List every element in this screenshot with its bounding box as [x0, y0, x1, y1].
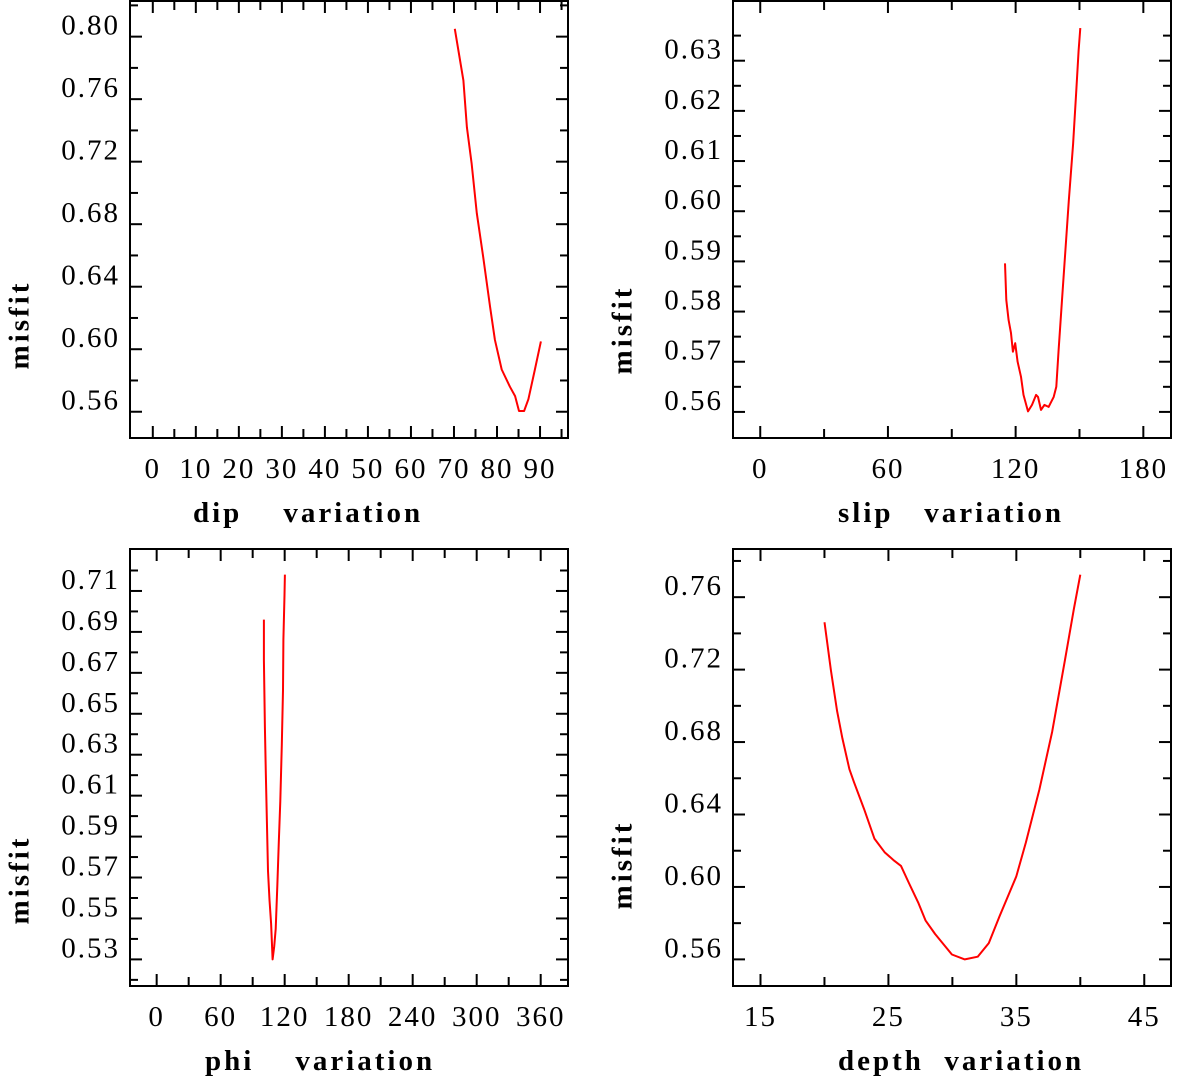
x-axis-title: dip variation: [193, 497, 423, 529]
misfit-curve: [453, 28, 542, 412]
x-tick-label: 45: [1128, 1001, 1161, 1033]
panel-slip: 0 60 120 180 0.56 0.57 0.58 0.59 0.60 0.61 0.62 0.6…: [607, 0, 1172, 529]
panel-phi: 0 60 120 180 240 300 360 0.53 0.55 0.57 0.59 0.61 0.…: [4, 548, 569, 1076]
x-tick-label: 300: [452, 1001, 502, 1033]
panel-dip: 0 10 20 30 40 50 60 70 80 90 0.56 0.60 0.64 0.68 0.72 0…: [4, 0, 569, 529]
y-tick-label: 0.68: [664, 715, 723, 747]
y-tick-label: 0.59: [61, 810, 120, 842]
plot-frame: [129, 0, 569, 439]
x-tick-label: 40: [308, 453, 341, 485]
y-tick-label: 0.56: [664, 385, 723, 417]
x-tick-label: 0: [752, 453, 769, 485]
y-tick-label: 0.60: [664, 184, 723, 216]
x-tick-label: 25: [872, 1001, 905, 1033]
x-tick-label: 240: [388, 1001, 438, 1033]
y-tick-label: 0.59: [664, 234, 723, 266]
y-tick-label: 0.57: [664, 335, 723, 367]
y-tick-label: 0.63: [61, 728, 120, 760]
y-tick-label: 0.64: [61, 260, 120, 292]
y-axis-title: misfit: [4, 836, 36, 925]
x-tick-label: 90: [524, 453, 557, 485]
plot-frame: [129, 548, 569, 987]
x-tick-label: 180: [324, 1001, 374, 1033]
x-tick-label: 120: [260, 1001, 310, 1033]
x-tick-label: 70: [437, 453, 470, 485]
plot-frame: [732, 0, 1172, 439]
x-tick-label: 60: [871, 453, 904, 485]
y-tick-label: 0.56: [664, 932, 723, 964]
x-tick-label: 15: [744, 1001, 777, 1033]
x-tick-label: 180: [1119, 453, 1169, 485]
plot-frame: [732, 548, 1172, 987]
x-tick-label: 60: [394, 453, 427, 485]
y-tick-label: 0.65: [61, 687, 120, 719]
x-tick-label: 360: [516, 1001, 566, 1033]
y-tick-label: 0.60: [61, 322, 120, 354]
x-tick-label: 10: [179, 453, 212, 485]
y-tick-label: 0.61: [664, 134, 723, 166]
x-tick-label: 20: [222, 453, 255, 485]
x-axis-title: slip variation: [838, 497, 1064, 529]
y-tick-label: 0.69: [61, 605, 120, 637]
misfit-curve: [1004, 28, 1082, 413]
x-tick-label: 120: [991, 453, 1041, 485]
y-axis-title: misfit: [4, 281, 36, 370]
misfit-curve: [823, 574, 1082, 961]
x-tick-label: 80: [481, 453, 514, 485]
panel-depth: 15 25 35 45 0.56 0.60 0.64 0.68 0.72 0.76 depth va…: [607, 548, 1172, 1076]
x-axis-title: phi variation: [205, 1045, 435, 1076]
x-tick-label: 30: [265, 453, 298, 485]
y-tick-label: 0.80: [61, 10, 120, 42]
y-tick-label: 0.68: [61, 197, 120, 229]
x-tick-label: 35: [1000, 1001, 1033, 1033]
y-axis-title: misfit: [607, 286, 639, 375]
x-tick-label: 0: [148, 1001, 165, 1033]
y-tick-label: 0.61: [61, 769, 120, 801]
y-tick-label: 0.64: [664, 787, 723, 819]
y-tick-label: 0.60: [664, 860, 723, 892]
y-tick-label: 0.76: [664, 570, 723, 602]
x-axis-title: depth variation: [838, 1045, 1084, 1076]
y-tick-label: 0.58: [664, 285, 723, 317]
y-tick-label: 0.57: [61, 851, 120, 883]
y-axis-title: misfit: [607, 821, 639, 910]
y-tick-label: 0.72: [664, 643, 723, 675]
misfit-curve: [262, 574, 286, 961]
y-tick-label: 0.56: [61, 385, 120, 417]
y-tick-label: 0.71: [61, 564, 120, 596]
x-tick-label: 0: [145, 453, 162, 485]
y-tick-label: 0.72: [61, 135, 120, 167]
y-tick-label: 0.63: [664, 34, 723, 66]
x-tick-label: 50: [351, 453, 384, 485]
y-tick-label: 0.53: [61, 932, 120, 964]
y-tick-label: 0.55: [61, 891, 120, 923]
y-tick-label: 0.76: [61, 72, 120, 104]
x-tick-label: 60: [204, 1001, 237, 1033]
y-tick-label: 0.62: [664, 84, 723, 116]
y-tick-label: 0.67: [61, 646, 120, 678]
